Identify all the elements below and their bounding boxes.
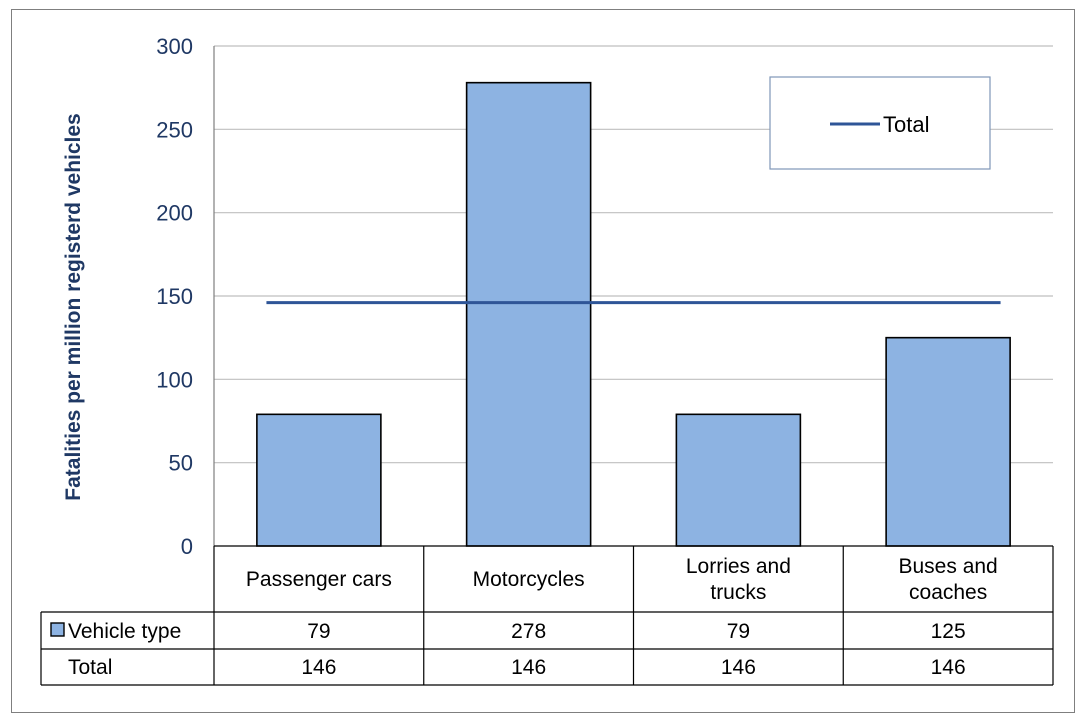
x-tick-label: Passenger cars xyxy=(246,568,392,591)
y-tick-label: 300 xyxy=(156,34,193,59)
y-tick-label: 250 xyxy=(156,117,193,142)
y-axis-label: Fatalities per million registerd vehicle… xyxy=(62,113,85,500)
x-tick-label: coaches xyxy=(909,581,987,604)
bars xyxy=(256,81,1011,547)
y-axis-ticks: 0 50 100 150 200 250 300 xyxy=(156,34,193,559)
table-row-header: Vehicle type xyxy=(68,620,181,643)
legend-entry-total: Total xyxy=(883,112,929,137)
y-tick-label: 200 xyxy=(156,201,193,226)
bar xyxy=(675,413,802,547)
table-cell: 146 xyxy=(721,656,756,679)
table-cell: 146 xyxy=(931,656,966,679)
data-table: Passenger cars Motorcycles Lorries and truc… xyxy=(40,545,1054,686)
y-tick-label: 50 xyxy=(169,451,193,476)
y-tick-label: 100 xyxy=(156,367,193,392)
table-cell: 146 xyxy=(511,656,546,679)
y-tick-label: 0 xyxy=(181,534,193,559)
table-cell: 79 xyxy=(307,620,330,643)
x-tick-label: Lorries and xyxy=(686,555,791,578)
table-cell: 278 xyxy=(511,620,546,643)
bar xyxy=(256,413,382,547)
legend: Total xyxy=(769,76,991,170)
x-tick-label: Buses and xyxy=(899,555,998,578)
x-tick-label: Motorcycles xyxy=(473,568,585,591)
table-cell: 79 xyxy=(727,620,750,643)
y-tick-label: 150 xyxy=(156,284,193,309)
table-row-header: Total xyxy=(68,656,112,679)
x-tick-label: trucks xyxy=(710,581,766,604)
bar xyxy=(885,336,1011,547)
table-cell: 125 xyxy=(931,620,966,643)
table-cell: 146 xyxy=(301,656,336,679)
table-legend-swatch xyxy=(50,622,65,637)
bar xyxy=(465,81,592,547)
